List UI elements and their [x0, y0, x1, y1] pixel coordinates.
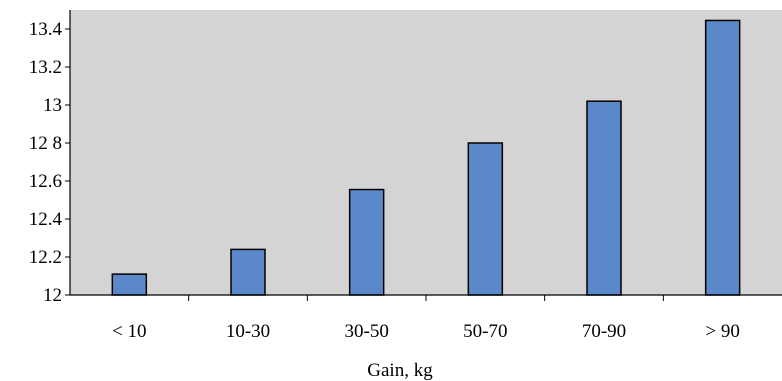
x-tick-label-1: 10-30 — [226, 321, 270, 342]
y-tick-label-0: 12 — [43, 285, 62, 306]
bar-0 — [111, 273, 148, 296]
y-tick-label-6: 13.2 — [29, 57, 62, 78]
y-tick-label-2: 12.4 — [29, 209, 63, 230]
y-tick-label-5: 13 — [43, 95, 62, 116]
x-tick-label-2: 30-50 — [345, 321, 389, 342]
x-tick-label-4: 70-90 — [582, 321, 626, 342]
x-tick-label-5: > 90 — [705, 321, 739, 342]
x-axis-title: Gain, kg — [367, 360, 433, 381]
y-ticks-group: 12 12.2 12.4 12.6 12 8 13 13.2 13.4 — [29, 19, 70, 306]
y-tick-label-7: 13.4 — [29, 19, 63, 40]
y-tick-label-1: 12.2 — [29, 247, 62, 268]
x-ticks-group: < 10 10-30 30-50 50-70 70-90 > 90 — [112, 295, 740, 342]
bar-1 — [230, 248, 266, 296]
bar-5 — [704, 19, 741, 296]
plot-area-background — [70, 10, 782, 295]
bar-4 — [586, 100, 622, 296]
bar-3 — [467, 142, 504, 296]
x-tick-label-3: 50-70 — [463, 321, 507, 342]
x-tick-label-0: < 10 — [112, 321, 146, 342]
y-tick-label-3: 12.6 — [29, 171, 62, 192]
bar-2 — [348, 188, 385, 296]
y-tick-label-4: 12 8 — [29, 133, 62, 154]
bars-group — [111, 19, 741, 296]
